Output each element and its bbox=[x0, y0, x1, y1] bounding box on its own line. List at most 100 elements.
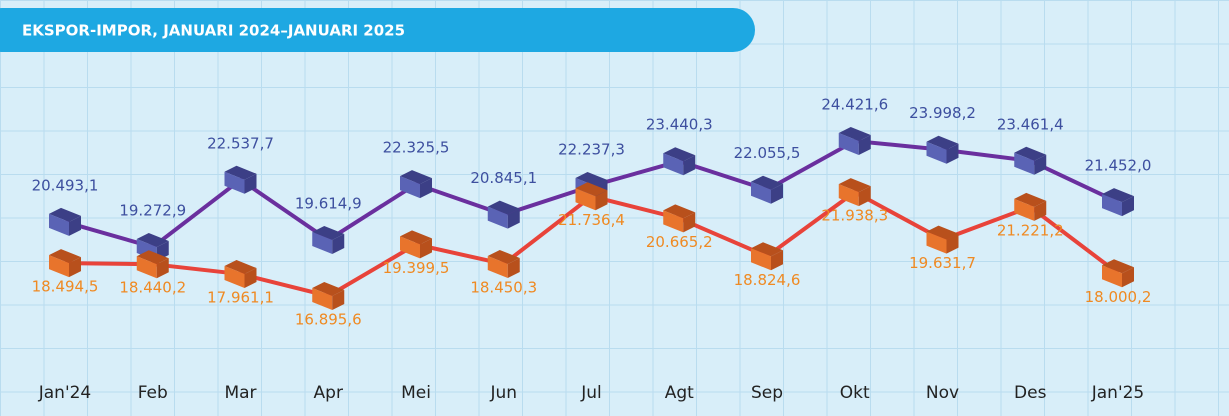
container-side bbox=[575, 171, 608, 186]
value-label: 17.961,1 bbox=[207, 289, 274, 307]
container-side bbox=[663, 147, 696, 162]
x-tick-label: Jan'25 bbox=[1091, 383, 1145, 403]
container-side bbox=[926, 225, 959, 240]
x-tick-label: Jan'24 bbox=[38, 383, 92, 403]
container-end bbox=[420, 178, 432, 199]
container-end bbox=[69, 215, 81, 236]
value-label: 19.631,7 bbox=[909, 254, 976, 272]
x-tick-label: Apr bbox=[314, 383, 343, 403]
container-side bbox=[838, 178, 871, 193]
chart-title: EKSPOR-IMPOR, JANUARI 2024–JANUARI 2025 bbox=[22, 22, 405, 40]
container-end bbox=[683, 155, 696, 176]
container-side bbox=[312, 225, 345, 240]
x-tick-label: Des bbox=[1014, 383, 1047, 403]
container-icon bbox=[751, 175, 783, 204]
container-front bbox=[49, 255, 69, 278]
value-label: 23.998,2 bbox=[909, 104, 976, 122]
container-front bbox=[487, 206, 508, 229]
container-icon bbox=[312, 282, 345, 310]
container-side bbox=[400, 230, 432, 245]
container-end bbox=[1034, 200, 1047, 221]
container-end bbox=[683, 212, 696, 233]
container-side bbox=[312, 282, 345, 296]
container-side bbox=[224, 260, 257, 275]
container-side bbox=[1014, 146, 1047, 161]
value-label: 23.461,4 bbox=[997, 115, 1064, 133]
value-label: 18.000,2 bbox=[1085, 288, 1152, 306]
container-end bbox=[332, 290, 345, 310]
x-tick-label: Okt bbox=[840, 383, 870, 403]
container-icon bbox=[400, 230, 432, 259]
container-end bbox=[507, 257, 520, 278]
title-bar bbox=[0, 8, 755, 52]
container-end bbox=[946, 143, 959, 164]
container-front bbox=[838, 133, 859, 155]
container-icon bbox=[49, 249, 81, 278]
container-icon bbox=[751, 242, 783, 271]
container-side bbox=[49, 207, 81, 222]
container-icon bbox=[1102, 188, 1134, 217]
container-front bbox=[751, 181, 771, 204]
value-label: 22.537,7 bbox=[207, 134, 274, 152]
container-end bbox=[1034, 154, 1047, 175]
container-front bbox=[1014, 198, 1035, 221]
container-icon bbox=[1014, 192, 1047, 221]
container-side bbox=[136, 250, 169, 265]
container-side bbox=[487, 200, 520, 215]
value-label: 19.614,9 bbox=[295, 194, 362, 212]
container-side bbox=[1102, 188, 1134, 203]
value-label: 22.325,5 bbox=[383, 139, 450, 157]
container-end bbox=[1122, 196, 1134, 217]
value-label: 22.237,3 bbox=[558, 140, 625, 158]
container-side bbox=[926, 135, 959, 150]
value-label: 21.221,2 bbox=[997, 221, 1064, 239]
x-tick-label: Mar bbox=[224, 383, 256, 403]
container-icon bbox=[1102, 259, 1134, 288]
container-icon bbox=[224, 260, 257, 289]
container-front bbox=[926, 141, 947, 164]
container-side bbox=[487, 249, 520, 264]
container-side bbox=[1102, 259, 1134, 274]
container-front bbox=[224, 266, 245, 289]
container-front bbox=[312, 288, 333, 310]
value-label: 20.845,1 bbox=[470, 169, 537, 187]
container-front bbox=[1014, 152, 1035, 175]
container-end bbox=[1122, 267, 1134, 288]
value-label: 18.450,3 bbox=[470, 278, 537, 296]
container-front bbox=[1102, 194, 1122, 217]
container-side bbox=[1014, 192, 1047, 207]
container-side bbox=[575, 182, 608, 197]
container-side bbox=[751, 175, 783, 190]
container-end bbox=[595, 190, 608, 211]
container-icon bbox=[312, 225, 345, 254]
container-icon bbox=[1014, 146, 1047, 175]
value-label: 22.055,5 bbox=[734, 144, 801, 162]
container-end bbox=[946, 233, 959, 254]
container-side bbox=[136, 233, 169, 248]
container-icon bbox=[49, 207, 81, 236]
container-side bbox=[224, 165, 257, 180]
value-label: 18.494,5 bbox=[32, 278, 99, 296]
container-end bbox=[244, 268, 257, 289]
container-end bbox=[420, 238, 432, 259]
container-front bbox=[751, 248, 771, 271]
value-label: 21.452,0 bbox=[1085, 157, 1152, 175]
value-label: 23.440,3 bbox=[646, 116, 713, 134]
container-end bbox=[858, 135, 871, 155]
value-label: 20.665,2 bbox=[646, 233, 713, 251]
container-icon bbox=[487, 249, 520, 278]
value-label: 19.272,9 bbox=[119, 202, 186, 220]
container-icon bbox=[838, 127, 871, 155]
container-front bbox=[224, 171, 245, 194]
container-side bbox=[838, 127, 871, 141]
container-front bbox=[400, 176, 420, 199]
container-end bbox=[507, 208, 520, 229]
container-end bbox=[244, 173, 257, 194]
container-side bbox=[663, 204, 696, 219]
container-front bbox=[663, 210, 684, 233]
container-icon bbox=[663, 204, 696, 233]
container-front bbox=[575, 188, 596, 211]
container-front bbox=[312, 231, 333, 254]
